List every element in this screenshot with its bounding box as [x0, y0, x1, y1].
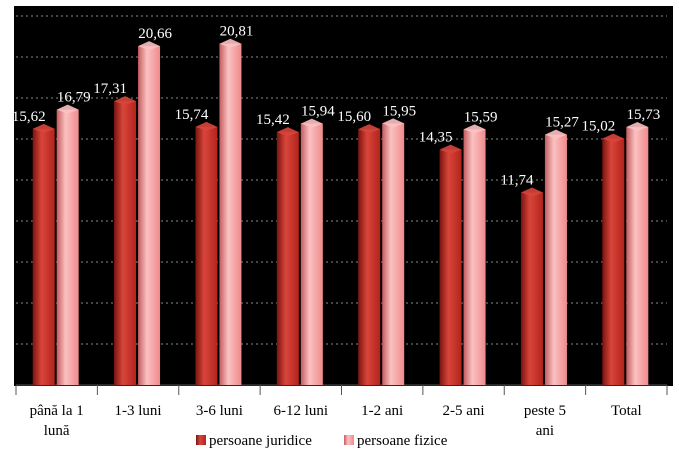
data-label: 20,66 — [138, 26, 172, 42]
category-label: 1-3 luni — [115, 403, 162, 419]
category-label: 3-6 luni — [196, 403, 243, 419]
legend-label: persoane juridice — [209, 433, 312, 449]
bar-juridice — [439, 144, 462, 385]
data-label: 15,42 — [256, 112, 290, 128]
bar-fizice — [463, 124, 486, 385]
frame-right — [673, 0, 679, 465]
bar-juridice — [520, 187, 543, 385]
category-label: peste 5 — [524, 403, 566, 419]
bar-fizice — [300, 118, 323, 386]
category-label: ani — [536, 423, 554, 439]
data-label: 15,02 — [581, 119, 615, 135]
legend-label: persoane fizice — [357, 433, 448, 449]
category-label: lună — [44, 423, 70, 439]
category-label: Total — [611, 403, 642, 419]
data-label: 15,74 — [175, 107, 209, 123]
bar-juridice — [32, 123, 55, 385]
data-label: 16,79 — [57, 90, 91, 106]
data-label: 15,94 — [301, 104, 335, 120]
frame-left — [0, 0, 14, 465]
data-label: 15,27 — [545, 115, 579, 131]
data-label: 20,81 — [220, 24, 254, 40]
data-label: 11,74 — [500, 172, 534, 188]
bar-juridice — [114, 96, 137, 385]
axis-area — [0, 386, 679, 465]
bar-juridice — [276, 127, 299, 385]
category-label: 1-2 ani — [361, 403, 403, 419]
category-label: 6-12 luni — [274, 403, 329, 419]
category-label: 2-5 ani — [443, 403, 485, 419]
legend-swatch — [344, 435, 354, 445]
data-label: 15,95 — [382, 103, 416, 119]
data-label: 14,35 — [419, 130, 453, 146]
bar-juridice — [602, 133, 625, 385]
legend-swatch — [196, 435, 206, 445]
data-label: 15,60 — [337, 109, 371, 125]
bar-fizice — [56, 104, 79, 386]
bar-fizice — [138, 41, 161, 386]
category-label: până la 1 — [30, 403, 84, 419]
bar-fizice — [219, 38, 242, 385]
bar-fizice — [544, 129, 567, 385]
bar-fizice — [626, 122, 649, 385]
data-label: 15,59 — [464, 109, 498, 125]
data-label: 15,73 — [626, 107, 660, 123]
bar-juridice — [195, 121, 218, 385]
data-label: 17,31 — [93, 81, 127, 97]
bar-juridice — [358, 124, 381, 385]
data-label: 15,62 — [12, 109, 46, 125]
frame-top — [0, 0, 679, 6]
bar-fizice — [382, 118, 405, 386]
